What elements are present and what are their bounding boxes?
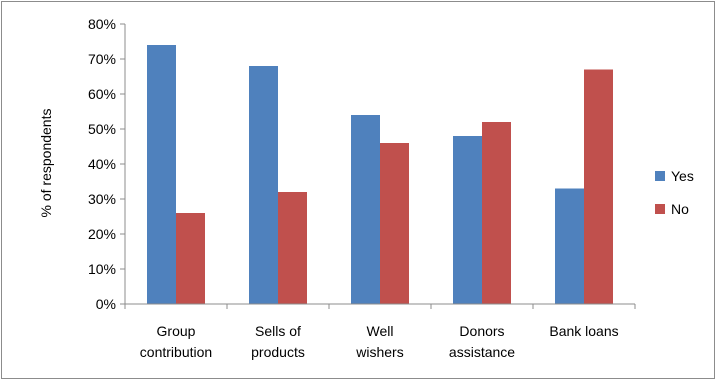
y-tick-label: 50% <box>88 121 116 137</box>
x-category-label: products <box>251 344 305 360</box>
x-category-label: assistance <box>449 344 515 360</box>
bar-yes <box>351 115 380 304</box>
x-category-label: Group <box>157 323 196 339</box>
x-category-label: contribution <box>140 344 212 360</box>
y-tick-label: 70% <box>88 51 116 67</box>
bar-yes <box>147 45 176 304</box>
bar-no <box>278 192 307 304</box>
bar-no <box>482 122 511 304</box>
x-category-label: Donors <box>459 323 504 339</box>
y-tick-label: 0% <box>96 296 116 312</box>
y-tick-label: 60% <box>88 86 116 102</box>
bar-no <box>380 143 409 304</box>
x-category-label: Bank loans <box>549 323 618 339</box>
x-category-label: Sells of <box>255 323 301 339</box>
legend-label-yes: Yes <box>671 168 694 184</box>
y-tick-label: 40% <box>88 156 116 172</box>
y-axis-ticks: 0% 10% 20% 30% 40% 50% 60% 70% 80% <box>88 16 636 312</box>
legend-swatch-yes <box>655 171 665 181</box>
bars <box>147 45 613 304</box>
y-tick-label: 20% <box>88 226 116 242</box>
legend-label-no: No <box>671 201 689 217</box>
y-tick-label: 80% <box>88 16 116 32</box>
bar-no <box>176 213 205 304</box>
y-tick-label: 30% <box>88 191 116 207</box>
legend: Yes No <box>655 168 694 217</box>
bar-no <box>584 69 613 304</box>
x-category-label: wishers <box>355 344 403 360</box>
axes <box>124 24 635 305</box>
bar-yes <box>555 188 584 304</box>
bar-yes <box>453 136 482 304</box>
y-tick-label: 10% <box>88 261 116 277</box>
x-axis-labels: Group contribution Sells of products Well wis… <box>140 323 619 360</box>
legend-swatch-no <box>655 204 665 214</box>
bar-yes <box>249 66 278 304</box>
x-category-label: Well <box>367 323 394 339</box>
y-axis-title: % of respondents <box>38 109 54 218</box>
